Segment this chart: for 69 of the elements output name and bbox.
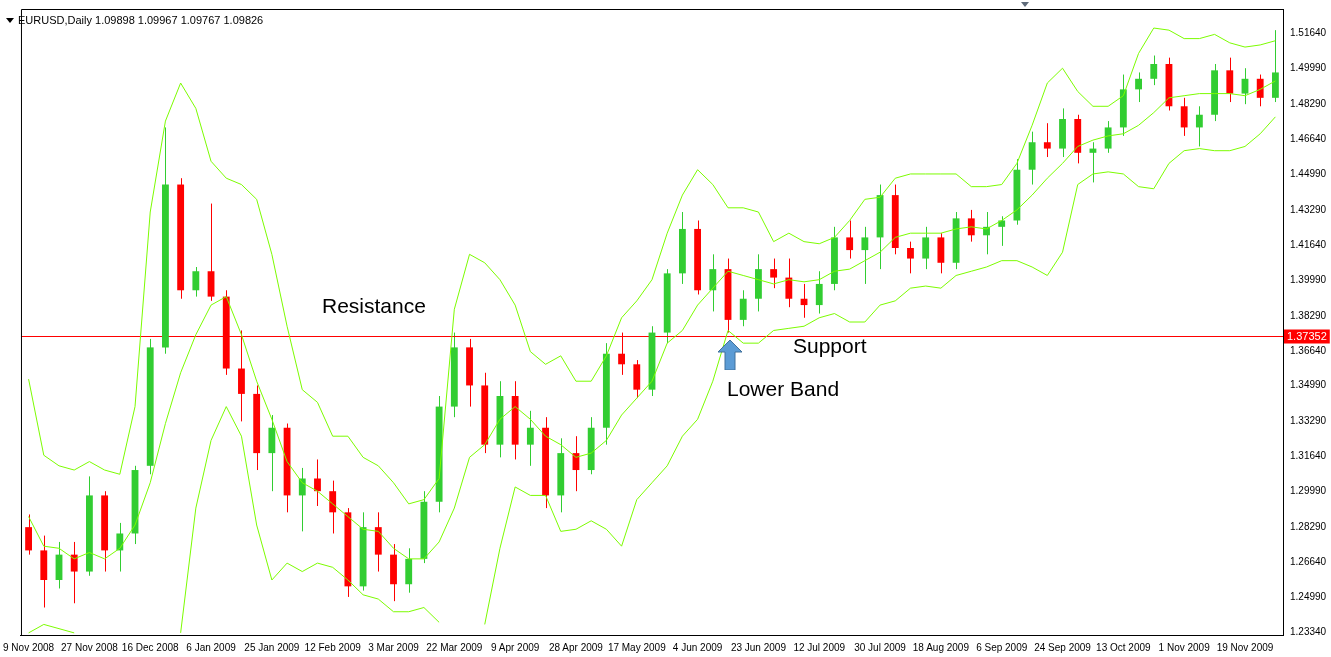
x-tick-label: 12 Feb 2009: [304, 641, 362, 653]
x-tick-label: 6 Sep 2009: [976, 641, 1028, 653]
candlestick: [526, 410, 534, 467]
x-tick-label: 16 Dec 2008: [121, 641, 180, 653]
x-tick-label: 25 Jan 2009: [244, 641, 300, 653]
candlestick: [25, 513, 33, 556]
candlestick: [1256, 74, 1264, 107]
y-tick-label: 1.29990: [1290, 485, 1327, 497]
annotation: Support: [793, 334, 867, 358]
y-tick-label: 1.41640: [1290, 238, 1327, 250]
candlestick: [998, 215, 1006, 247]
y-tick-label: 1.23340: [1290, 625, 1327, 637]
y-tick-label: 1.26640: [1290, 556, 1327, 567]
annotation: Lower Band: [727, 377, 840, 401]
x-tick-label: 6 Jan 2009: [186, 641, 237, 653]
candlestick: [70, 541, 78, 604]
y-tick-label: 1.39990: [1290, 273, 1327, 285]
y-tick-label: 1.43290: [1290, 203, 1327, 215]
x-tick-label: 9 Apr 2009: [490, 641, 540, 653]
y-tick-label: 1.38290: [1290, 309, 1327, 321]
y-tick-label: 1.48290: [1290, 98, 1327, 110]
y-tick-label: 1.31640: [1290, 450, 1327, 462]
candlestick: [1043, 122, 1051, 158]
candlestick: [1104, 120, 1112, 154]
x-tick-label: 27 Nov 2008: [61, 641, 119, 653]
candlestick: [846, 219, 854, 260]
y-tick-label: 1.28290: [1290, 521, 1327, 533]
x-tick-label: 30 Jul 2009: [854, 641, 907, 653]
candlestick: [967, 209, 975, 243]
x-tick-label: 1 Nov 2009: [1158, 641, 1211, 653]
candlestick: [314, 458, 321, 507]
x-tick-label: 17 May 2009: [607, 641, 667, 653]
candlestick: [815, 270, 823, 315]
x-tick-label: 3 Mar 2009: [368, 641, 420, 653]
x-tick-label: 12 Jul 2009: [793, 641, 846, 653]
y-tick-label: 1.51640: [1290, 27, 1327, 39]
candlestick: [907, 241, 914, 274]
x-tick-label: 28 Apr 2009: [549, 641, 604, 653]
y-tick-label: 1.44990: [1290, 167, 1327, 179]
ref-line-label: 1.37352: [1287, 329, 1327, 342]
x-tick-label: 9 Nov 2008: [3, 641, 55, 653]
y-tick-label: 1.36640: [1290, 344, 1327, 356]
x-tick-label: 24 Sep 2009: [1034, 641, 1092, 653]
y-tick-label: 1.34990: [1290, 379, 1327, 391]
x-tick-label: 13 Oct 2009: [1096, 641, 1152, 653]
x-tick-label: 23 Jun 2009: [730, 641, 787, 653]
y-tick-label: 1.46640: [1290, 133, 1327, 145]
candlestick: [770, 258, 778, 289]
candlestick: [192, 266, 200, 298]
candlestick: [922, 226, 930, 270]
x-tick-label: 18 Aug 2009: [912, 641, 970, 653]
candlestick: [1150, 55, 1158, 86]
y-tick-label: 1.33290: [1290, 415, 1327, 427]
candlestick: [1195, 105, 1203, 147]
candlestick: [861, 226, 869, 285]
candlestick: [116, 522, 124, 573]
candlestick: [1180, 97, 1188, 137]
annotation: Resistance: [322, 294, 426, 318]
y-tick-label: 1.24990: [1290, 590, 1327, 602]
candlestick: [709, 253, 717, 312]
candlestick: [739, 289, 747, 327]
candlestick: [1226, 57, 1234, 103]
x-tick-label: 22 Mar 2009: [426, 641, 483, 653]
candlestick: [329, 480, 337, 534]
x-tick-label: 4 Jun 2009: [672, 641, 723, 653]
candlestick: [785, 258, 793, 308]
candlestick: [1135, 71, 1142, 103]
y-tick-label: 1.49990: [1290, 62, 1327, 74]
x-tick-label: 19 Nov 2009: [1216, 641, 1274, 653]
